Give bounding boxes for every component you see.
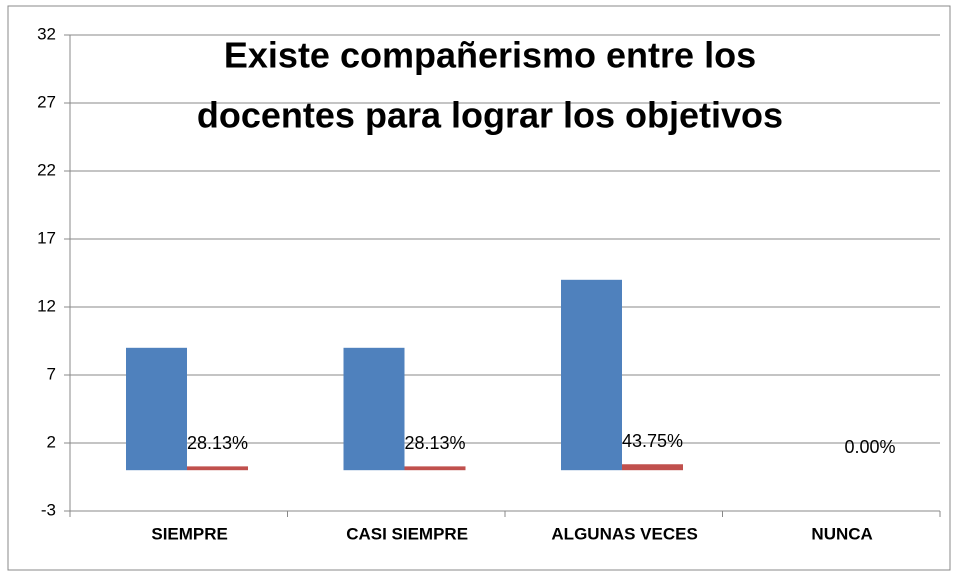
y-tick-label: 27 (37, 92, 56, 111)
y-tick-label: -3 (41, 500, 56, 519)
bar (622, 464, 683, 471)
bar (187, 466, 248, 471)
data-label: 28.13% (187, 433, 248, 453)
data-label: 0.00% (844, 437, 895, 457)
chart-title: docentes para lograr los objetivos (197, 95, 783, 136)
data-label: 28.13% (404, 433, 465, 453)
y-tick-label: 17 (37, 228, 56, 247)
y-tick-label: 22 (37, 160, 56, 179)
chart-border (7, 5, 951, 571)
x-tick-label: NUNCA (811, 524, 872, 543)
y-tick-label: 7 (47, 364, 56, 383)
y-tick-label: 32 (37, 24, 56, 43)
y-tick-label: 12 (37, 296, 56, 315)
chart-title: Existe compañerismo entre los (224, 35, 756, 76)
data-label: 43.75% (622, 431, 683, 451)
x-tick-label: CASI SIEMPRE (346, 524, 468, 543)
x-tick-label: SIEMPRE (151, 524, 228, 543)
x-tick-label: ALGUNAS VECES (551, 524, 697, 543)
bar (561, 279, 622, 471)
bar (404, 466, 466, 471)
bar (126, 347, 187, 471)
y-tick-label: 2 (47, 432, 56, 451)
bar (343, 347, 405, 471)
